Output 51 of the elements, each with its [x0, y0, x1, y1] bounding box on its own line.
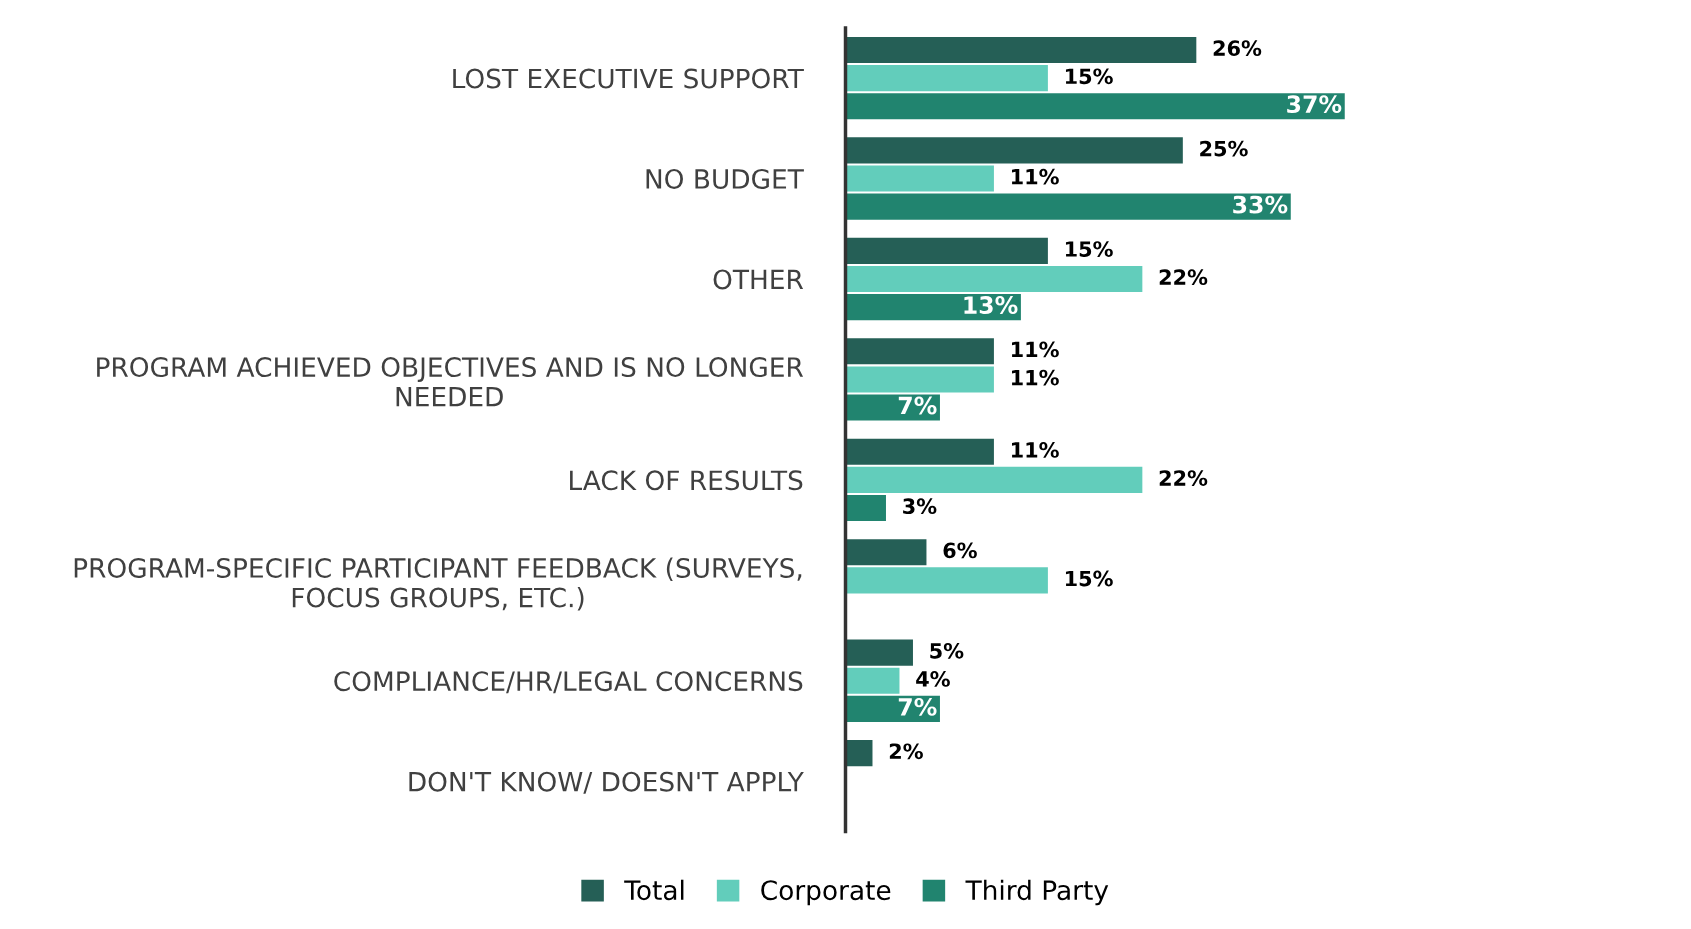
bar [845, 466, 1143, 493]
data-label: 15% [1065, 570, 1113, 587]
bar [845, 193, 1291, 220]
data-label: 15% [1065, 241, 1113, 257]
data-label: 11% [1012, 442, 1059, 458]
data-label: 7% [898, 697, 937, 716]
bar [845, 36, 1197, 64]
bar [845, 539, 927, 566]
y-tick-label: PROGRAM-SPECIFIC PARTICIPANT FEEDBACK (SURVEYS, FOCUS GROUPS, ETC.) [74, 557, 802, 611]
bar [845, 93, 1345, 120]
legend-label: Third Party [965, 879, 1109, 906]
bar [845, 294, 1021, 321]
bar [845, 639, 913, 666]
data-label: 7% [898, 396, 937, 415]
y-tick-label: PROGRAM ACHIEVED OBJECTIVES AND IS NO LONGER NEEDED [97, 357, 804, 407]
data-label: 15% [1065, 68, 1113, 85]
bar [845, 137, 1183, 164]
y-tick-label: LOST EXECUTIVE SUPPORT [453, 68, 804, 89]
bar [845, 438, 994, 465]
bar [845, 667, 900, 694]
y-tick-label: DON'T KNOW/ DOESN'T APPLY [409, 771, 804, 794]
data-label: 11% [1012, 341, 1059, 358]
y-tick-label: LACK OF RESULTS [570, 470, 803, 491]
bar [845, 567, 1048, 594]
data-label: 26% [1213, 40, 1262, 57]
data-label: 22% [1159, 269, 1208, 286]
data-label: 11% [1012, 168, 1059, 185]
data-label: 22% [1159, 470, 1208, 486]
legend-label: Total [624, 879, 684, 901]
y-tick-label: OTHER [713, 269, 804, 290]
data-label: 11% [1012, 369, 1059, 386]
bar [845, 366, 994, 393]
bar [845, 265, 1143, 293]
data-label: 13% [964, 296, 1018, 314]
bar [845, 494, 886, 522]
data-label: 33% [1233, 195, 1288, 214]
bar [845, 65, 1048, 92]
data-label: 2% [889, 743, 923, 760]
bar [845, 237, 1048, 264]
data-label: 3% [903, 498, 937, 515]
data-label: 25% [1200, 140, 1248, 157]
data-label: 4% [916, 671, 950, 687]
y-tick-label: COMPLIANCE/HR/LEGAL CONCERNS [334, 671, 803, 694]
bar [845, 165, 994, 192]
data-label: 6% [943, 542, 977, 559]
bar [845, 740, 873, 767]
data-label: 37% [1287, 95, 1342, 114]
y-tick-label: NO BUDGET [646, 168, 804, 189]
bar [845, 338, 994, 365]
data-label: 5% [930, 642, 964, 659]
legend-label: Corporate [761, 880, 891, 906]
